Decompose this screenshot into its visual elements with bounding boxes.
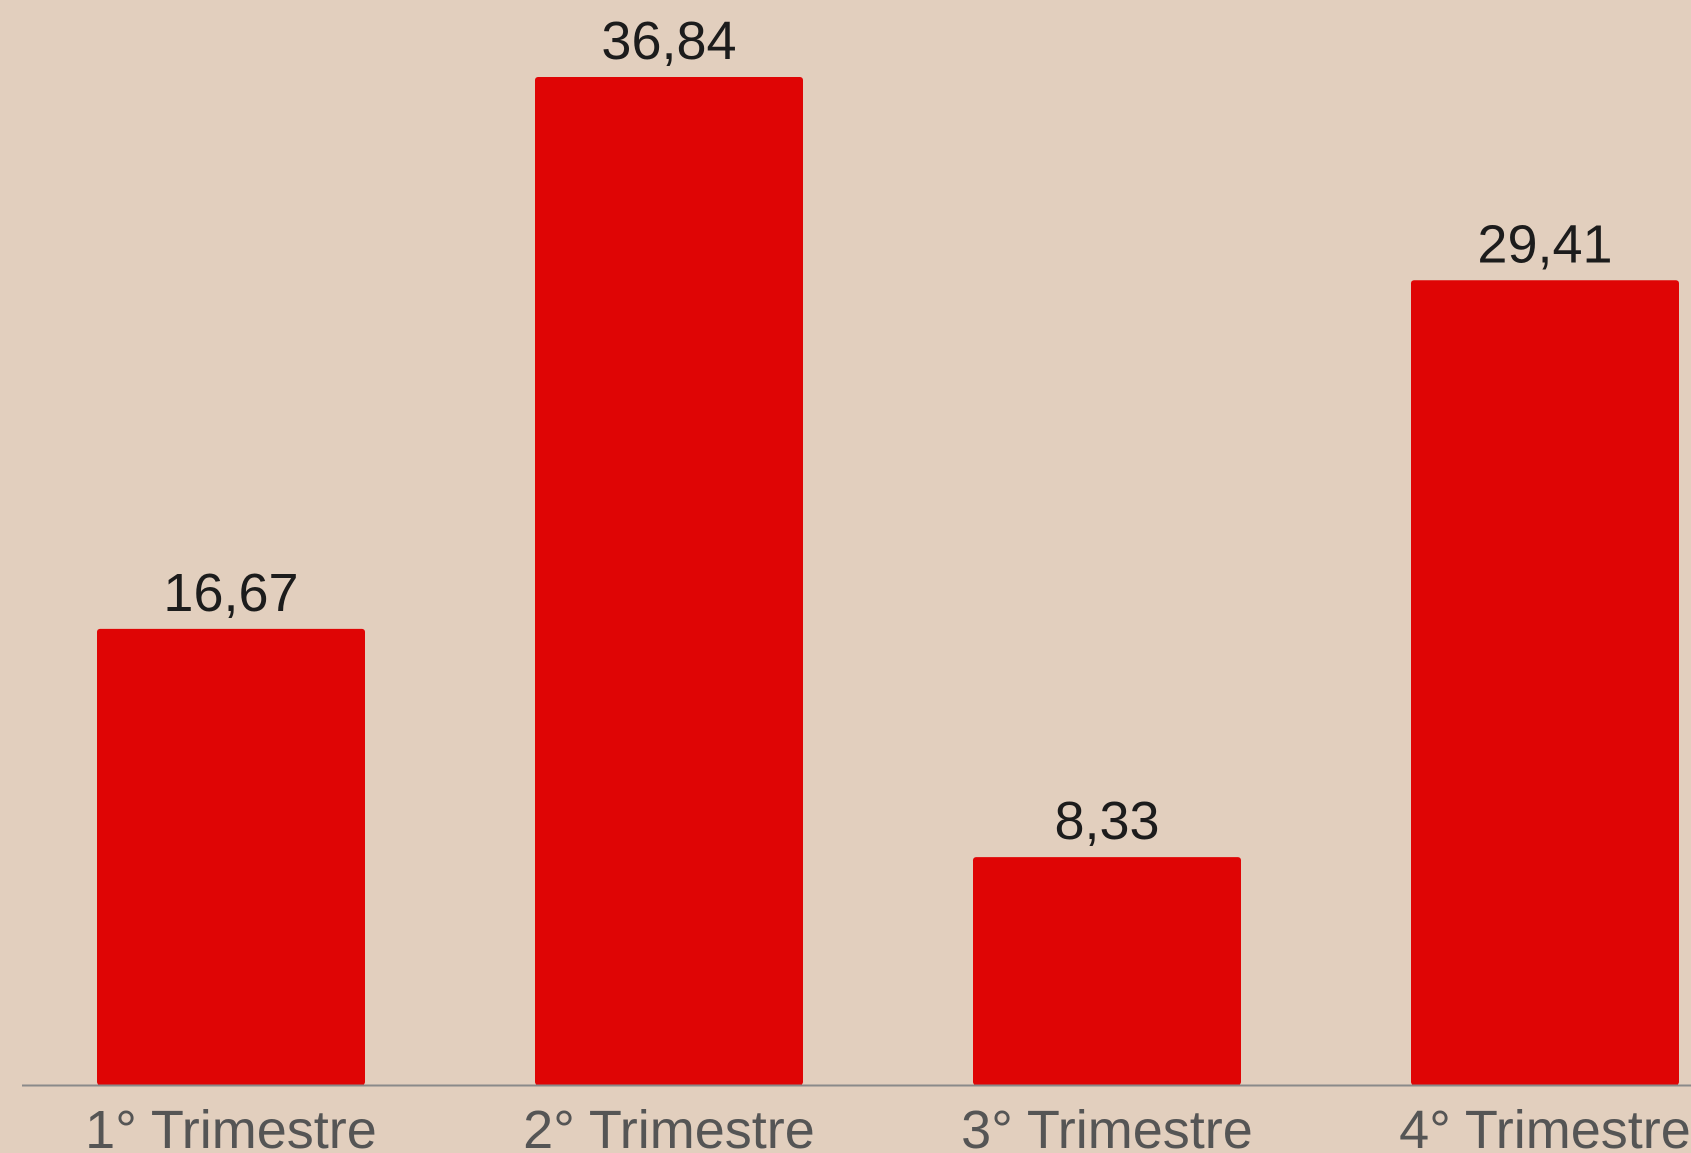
bar-2: [535, 77, 803, 1085]
category-labels-group: 1° Trimestre 2° Trimestre 3° Trimestre 4° T…: [85, 1100, 1691, 1153]
category-label-4: 4° Trimestre: [1399, 1100, 1691, 1153]
bar-4: [1411, 280, 1679, 1086]
value-label-3: 8,33: [1054, 791, 1159, 851]
category-label-3: 3° Trimestre: [961, 1100, 1253, 1153]
value-label-2: 36,84: [601, 11, 736, 71]
bars-group: [97, 77, 1679, 1086]
bar-1: [97, 628, 365, 1085]
bar-3: [973, 857, 1241, 1085]
value-labels-group: 16,67 36,84 8,33 29,41: [163, 11, 1612, 851]
value-label-4: 29,41: [1477, 214, 1612, 274]
category-label-1: 1° Trimestre: [85, 1100, 377, 1153]
category-label-2: 2° Trimestre: [523, 1100, 815, 1153]
value-label-1: 16,67: [163, 563, 298, 623]
